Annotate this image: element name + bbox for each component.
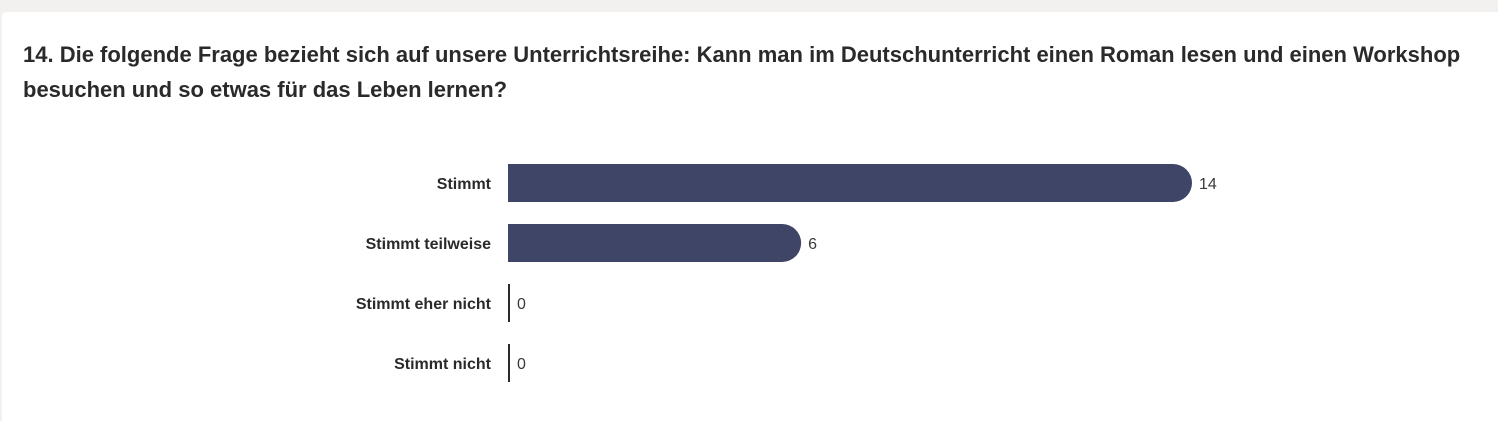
value-label-stimmt-nicht: 0: [517, 356, 526, 373]
category-label-stimmt: Stimmt: [437, 176, 492, 193]
category-label-stimmt-nicht: Stimmt nicht: [394, 356, 492, 373]
category-label-stimmt-eher-nicht: Stimmt eher nicht: [356, 296, 492, 313]
question-title: 14. Die folgende Frage bezieht sich auf …: [23, 42, 1461, 102]
category-label-stimmt-teilweise: Stimmt teilweise: [366, 236, 491, 253]
bar-stimmt[interactable]: [508, 164, 1192, 202]
bar-stimmt-teilweise[interactable]: [508, 224, 802, 262]
value-label-stimmt: 14: [1199, 176, 1217, 193]
value-label-stimmt-eher-nicht: 0: [517, 296, 526, 313]
question-card: 14. Die folgende Frage bezieht sich auf …: [2, 12, 1498, 421]
value-label-stimmt-teilweise: 6: [808, 236, 817, 253]
